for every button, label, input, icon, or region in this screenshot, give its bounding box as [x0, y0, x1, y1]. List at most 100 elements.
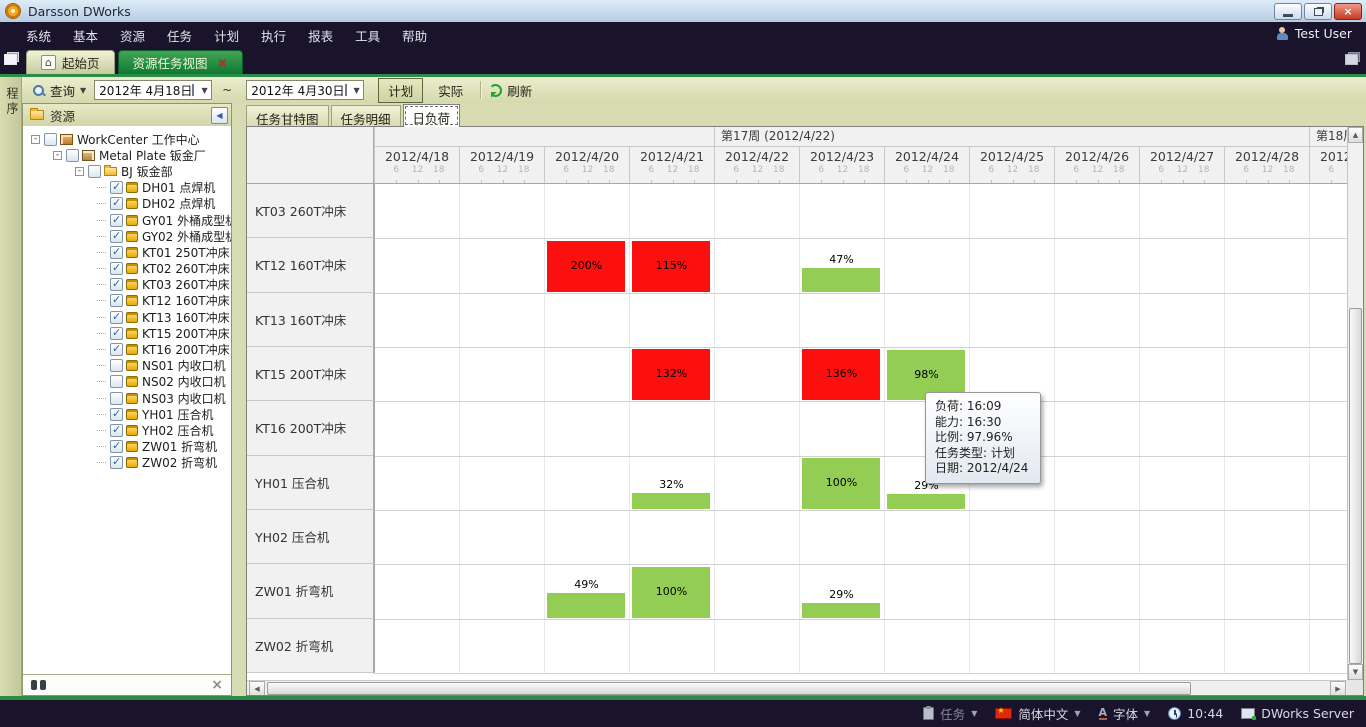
clear-filter-icon[interactable]: ×	[211, 677, 223, 693]
tree-node[interactable]: DH02 点焊机	[23, 196, 231, 212]
minimize-button[interactable]	[1274, 3, 1302, 20]
tree-checkbox[interactable]	[110, 196, 123, 211]
menu-item-6[interactable]: 执行	[261, 28, 287, 44]
tree-node[interactable]: KT13 160T冲床	[23, 309, 231, 325]
menu-item-9[interactable]: 帮助	[402, 28, 428, 44]
menu-item-2[interactable]: 基本	[73, 28, 99, 44]
tree-node[interactable]: GY02 外桶成型机	[23, 228, 231, 244]
tree-checkbox[interactable]	[110, 359, 123, 373]
status-item-cn-flag[interactable]: 简体中文 ▼	[995, 704, 1081, 723]
plan-toggle-button[interactable]: 计划	[378, 77, 424, 103]
tree-node[interactable]: KT12 160T冲床	[23, 293, 231, 309]
tree-checkbox[interactable]	[110, 261, 123, 276]
load-cell[interactable]: 98%	[884, 347, 969, 401]
tree-checkbox[interactable]	[88, 164, 101, 178]
program-side-tab[interactable]: 程序	[0, 77, 22, 696]
user-badge[interactable]: Test User	[1276, 26, 1352, 41]
tree-checkbox[interactable]	[110, 293, 123, 308]
scroll-up-icon[interactable]: ▲	[1348, 127, 1363, 143]
tree-checkbox[interactable]	[110, 229, 123, 243]
tree-node[interactable]: KT15 200T冲床	[23, 325, 231, 341]
status-item-server[interactable]: DWorks Server	[1241, 706, 1354, 721]
menu-item-1[interactable]: 系统	[26, 28, 52, 44]
status-item-clock[interactable]: 10:44	[1168, 706, 1223, 721]
close-button[interactable]: ×	[1334, 3, 1362, 20]
tree-checkbox[interactable]	[110, 342, 123, 357]
refresh-button[interactable]: 刷新	[489, 81, 532, 100]
view-tab-任务甘特图[interactable]: 任务甘特图	[246, 105, 329, 127]
tree-node[interactable]: - Metal Plate 钣金厂	[23, 147, 231, 163]
doc-tab-home[interactable]: ⌂ 起始页	[26, 50, 115, 74]
tree-node[interactable]: GY01 外桶成型机	[23, 212, 231, 228]
tree-checkbox[interactable]	[110, 439, 123, 454]
tree-checkbox[interactable]	[110, 213, 123, 227]
close-tab-icon[interactable]: ×	[217, 55, 228, 70]
horizontal-scroll-thumb[interactable]	[267, 682, 1191, 695]
tree-node[interactable]: KT01 250T冲床	[23, 244, 231, 260]
tree-node[interactable]: KT02 260T冲床	[23, 261, 231, 277]
load-cell[interactable]: 49%	[544, 564, 629, 618]
tree-checkbox[interactable]	[110, 423, 123, 437]
date-to-field[interactable]: 2012年 4月30日 ▼	[246, 80, 365, 100]
load-cell[interactable]: 100%	[629, 564, 714, 618]
query-button[interactable]: 查询 ▼	[22, 81, 86, 100]
scroll-left-icon[interactable]: ◀	[249, 681, 265, 695]
tree-node[interactable]: ZW02 折弯机	[23, 455, 231, 471]
load-cell[interactable]: 32%	[629, 456, 714, 510]
load-cell[interactable]: 115%	[629, 238, 714, 292]
tree-checkbox[interactable]	[110, 455, 123, 470]
tree-node[interactable]: KT16 200T冲床	[23, 341, 231, 357]
menu-item-7[interactable]: 报表	[308, 28, 334, 44]
tree-checkbox[interactable]	[110, 375, 123, 389]
tree-node[interactable]: NS03 内收口机	[23, 390, 231, 406]
tree-checkbox[interactable]	[110, 391, 123, 405]
menu-item-4[interactable]: 任务	[167, 28, 193, 44]
tree-checkbox[interactable]	[110, 407, 123, 421]
collapse-node-icon[interactable]: -	[75, 166, 84, 176]
tree-checkbox[interactable]	[44, 132, 57, 146]
tree-node[interactable]: YH02 压合机	[23, 422, 231, 438]
menu-item-8[interactable]: 工具	[355, 28, 381, 44]
panel-stack-icon[interactable]	[4, 52, 19, 65]
tree-node[interactable]: YH01 压合机	[23, 406, 231, 422]
scroll-right-icon[interactable]: ▶	[1330, 681, 1346, 695]
tree-node[interactable]: ZW01 折弯机	[23, 439, 231, 455]
tree-checkbox[interactable]	[110, 245, 123, 259]
window-list-icon[interactable]	[1345, 52, 1360, 65]
horizontal-scrollbar[interactable]: ◀ ▶	[247, 680, 1347, 695]
tree-checkbox[interactable]	[110, 310, 123, 324]
collapse-node-icon[interactable]: -	[31, 134, 40, 144]
load-cell[interactable]: 47%	[799, 238, 884, 292]
view-tab-任务明细[interactable]: 任务明细	[330, 105, 401, 127]
tree-checkbox[interactable]	[110, 277, 123, 292]
view-tab-日负荷[interactable]: 日负荷	[402, 104, 461, 127]
tree-checkbox[interactable]	[66, 148, 79, 162]
vertical-scrollbar[interactable]: ▲ ▼	[1347, 127, 1363, 680]
tree-node[interactable]: KT03 260T冲床	[23, 277, 231, 293]
doc-tab-active[interactable]: 资源任务视图 ×	[117, 50, 243, 74]
tree-checkbox[interactable]	[110, 180, 123, 195]
load-cell[interactable]: 29%	[799, 564, 884, 618]
tree-node[interactable]: NS01 内收口机	[23, 358, 231, 374]
restore-button[interactable]	[1304, 3, 1332, 20]
actual-toggle-button[interactable]: 实际	[438, 83, 464, 99]
collapse-panel-button[interactable]: ◀	[211, 106, 228, 124]
vertical-scroll-thumb[interactable]	[1349, 308, 1362, 664]
date-from-field[interactable]: 2012年 4月18日 ▼	[94, 80, 213, 100]
status-item-clipboard[interactable]: 任务 ▼	[923, 704, 977, 723]
collapse-node-icon[interactable]: -	[53, 150, 62, 160]
tree-node[interactable]: NS02 内收口机	[23, 374, 231, 390]
load-cell[interactable]: 100%	[799, 456, 884, 510]
load-cell[interactable]: 200%	[544, 238, 629, 292]
menu-item-5[interactable]: 计划	[214, 28, 240, 44]
status-item-font[interactable]: A 字体 ▼	[1098, 704, 1150, 723]
scroll-down-icon[interactable]: ▼	[1348, 664, 1363, 680]
tree-node[interactable]: - WorkCenter 工作中心	[23, 131, 231, 147]
menu-item-3[interactable]: 资源	[120, 28, 146, 44]
tree-node[interactable]: - BJ 钣金部	[23, 163, 231, 179]
tree-node[interactable]: DH01 点焊机	[23, 180, 231, 196]
tree-filter-bar[interactable]: ×	[23, 674, 231, 695]
tree-checkbox[interactable]	[110, 326, 123, 340]
load-cell[interactable]: 136%	[799, 347, 884, 401]
load-cell[interactable]: 132%	[629, 347, 714, 401]
